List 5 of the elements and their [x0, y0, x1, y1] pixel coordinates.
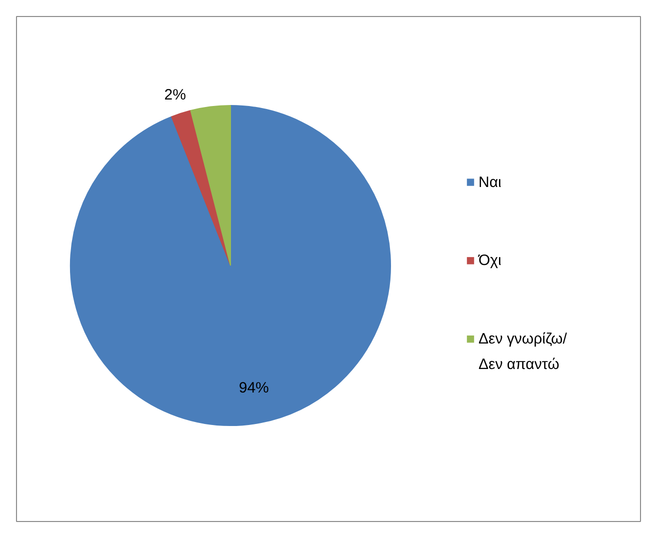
- legend-label: Ναι: [478, 174, 502, 191]
- legend-label: Όχι: [478, 252, 502, 270]
- data-label: 2%: [164, 86, 186, 104]
- data-label: 94%: [238, 380, 269, 397]
- legend-label: Δεν γνωρίζω/ Δεν απαντώ: [478, 330, 568, 374]
